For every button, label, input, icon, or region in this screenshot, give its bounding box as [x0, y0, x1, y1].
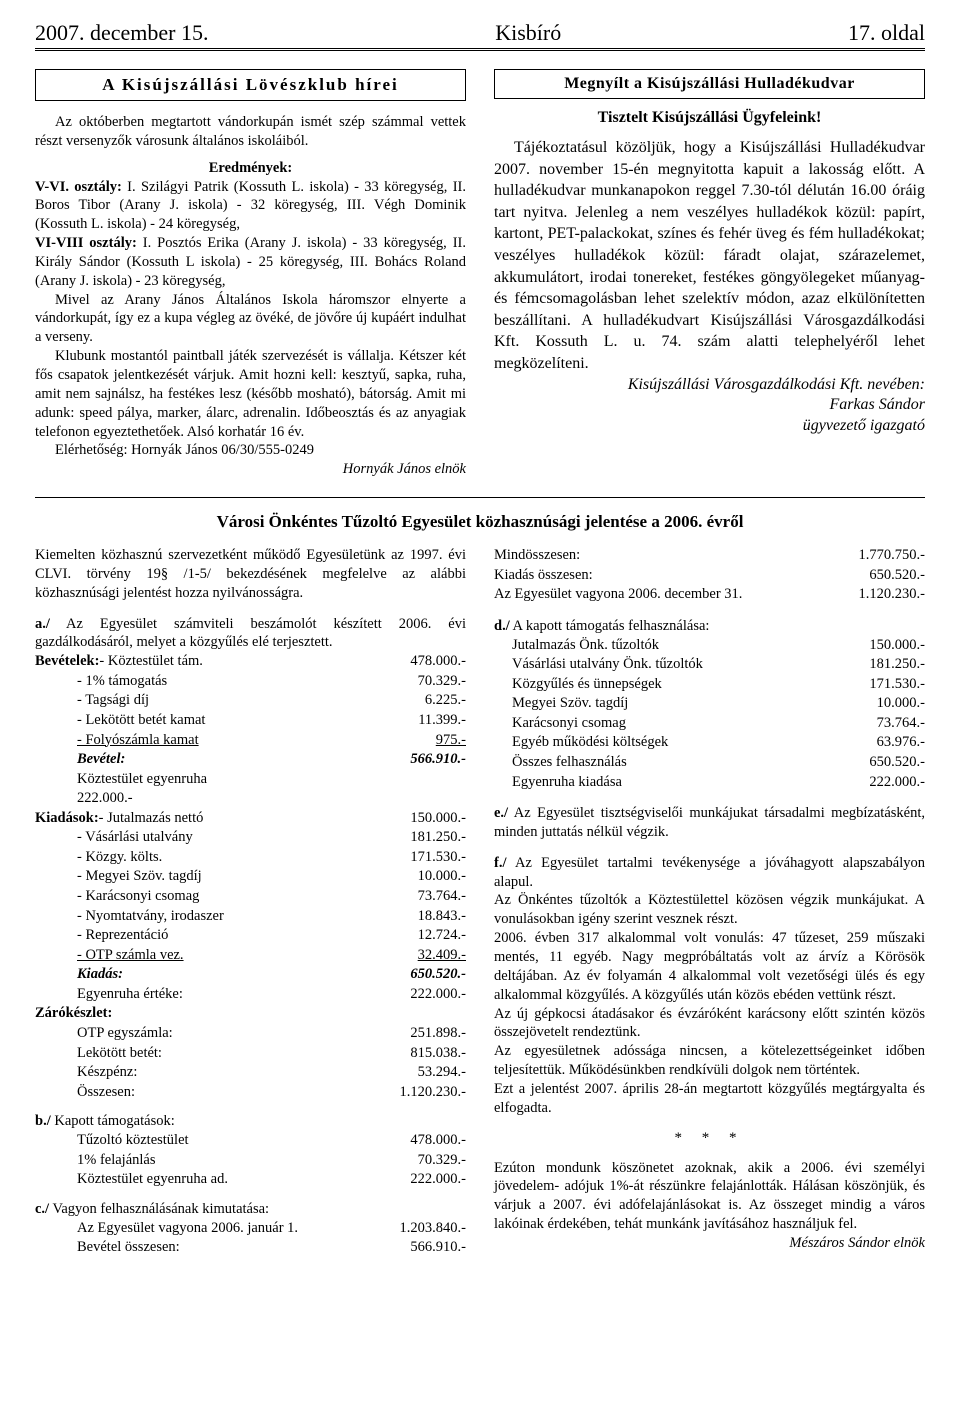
bottom-right-col: Mindösszesen:1.770.750.- Kiadás összesen… — [494, 546, 925, 1258]
bev-row-2: - Tagsági díj6.225.- — [77, 691, 466, 711]
page-header: 2007. december 15. Kisbíró 17. oldal — [35, 20, 925, 49]
br-sig: Mészáros Sándor elnök — [494, 1234, 925, 1253]
bl-c-head: c./ Vagyon felhasználásának kimutatása: — [35, 1200, 466, 1219]
d-0: Jutalmazás Önk. tűzoltók150.000.- — [512, 636, 925, 656]
tl-sig: Hornyák János elnök — [35, 460, 466, 479]
firefighter-title: Városi Önkéntes Tűzoltó Egyesület közhas… — [35, 512, 925, 532]
kiad-row-1: - Vásárlási utalvány181.250.- — [77, 828, 466, 848]
stars-divider: * * * — [494, 1130, 925, 1147]
br-f3: 2006. évben 317 alkalommal volt vonulás:… — [494, 929, 925, 1004]
d-6: Összes felhasználás650.520.- — [512, 753, 925, 773]
waste-yard-sub: Tisztelt Kisújszállási Ügyfeleink! — [494, 109, 925, 127]
page: 2007. december 15. Kisbíró 17. oldal A K… — [0, 0, 960, 1288]
br-f6: Ezt a jelentést 2007. április 28-án megt… — [494, 1080, 925, 1118]
zaro-3: Összesen:1.120.230.- — [77, 1083, 466, 1103]
zaro-h: Zárókészlet: — [35, 1004, 466, 1024]
b-2: Köztestület egyenruha ad.222.000.- — [77, 1170, 466, 1190]
d-4: Karácsonyi csomag73.764.- — [512, 714, 925, 734]
kiad-row-0: Kiadások:- Jutalmazás nettó- Jutalmazás … — [35, 809, 466, 829]
kiad-row-6: - Reprezentáció12.724.- — [77, 926, 466, 946]
tl-p2: V-VI. osztály: V-VI. osztály: I. Szilágy… — [35, 178, 466, 235]
top-left-col: A Kisújszállási Lövészklub hírei Az októ… — [35, 69, 466, 479]
waste-yard-body: Tájékoztatásul közöljük, hogy a Kisújszá… — [494, 137, 925, 375]
c-1: Bevétel összesen:566.910.- — [77, 1238, 466, 1258]
top-1: Kiadás összesen:650.520.- — [494, 566, 925, 586]
br-f1: f./ Az Egyesület tartalmi tevékenysége a… — [494, 854, 925, 892]
kiad-total: Kiadás:650.520.- — [77, 965, 466, 985]
tr-sig3: ügyvezető igazgató — [494, 416, 925, 437]
br-f2: Az Önkéntes tűzoltók a Köztestülettel kö… — [494, 891, 925, 929]
bottom-columns: Kiemelten közhasznú szervezetként működő… — [35, 546, 925, 1258]
shooting-club-title: A Kisújszállási Lövészklub hírei — [35, 69, 466, 101]
br-g: Ezúton mondunk köszönetet azoknak, akik … — [494, 1159, 925, 1234]
top-0: Mindösszesen:1.770.750.- — [494, 546, 925, 566]
d-3: Megyei Szöv. tagdíj10.000.- — [512, 694, 925, 714]
waste-yard-title: Megnyílt a Kisújszállási Hulladékudvar — [494, 69, 925, 99]
egyen1v: 222.000.- — [77, 789, 466, 809]
bev-row-4: - Folyószámla kamat975.- — [77, 731, 466, 751]
mid-divider — [35, 497, 925, 498]
d-1: Vásárlási utalvány Önk. tűzoltók181.250.… — [512, 655, 925, 675]
tr-sig2: Farkas Sándor — [494, 395, 925, 416]
b-1: 1% felajánlás70.329.- — [77, 1151, 466, 1171]
bl-b-head: b./ Kapott támogatások: — [35, 1112, 466, 1131]
br-f5: Az egyesületnek adóssága nincsen, a köte… — [494, 1042, 925, 1080]
header-page: 17. oldal — [848, 20, 925, 46]
tl-p3: VI-VIII osztály: I. Posztós Erika (Arany… — [35, 234, 466, 291]
tr-sig1: Kisújszállási Városgazdálkodási Kft. nev… — [494, 375, 925, 396]
bev-row-3: - Lekötött betét kamat11.399.- — [77, 711, 466, 731]
c-0: Az Egyesület vagyona 2006. január 1.1.20… — [77, 1219, 466, 1239]
results-heading: Eredmények: — [35, 159, 466, 178]
d-5: Egyéb működési költségek63.976.- — [512, 733, 925, 753]
bev-row-1: - 1% támogatás70.329.- — [77, 672, 466, 692]
egyen1: Köztestület egyenruha — [77, 770, 466, 790]
bl-a-head: a./ Az Egyesület számviteli beszámolót k… — [35, 615, 466, 653]
bl-p1: Kiemelten közhasznú szervezetként működő… — [35, 546, 466, 603]
bottom-left-col: Kiemelten közhasznú szervezetként működő… — [35, 546, 466, 1258]
zaro-0: OTP egyszámla:251.898.- — [77, 1024, 466, 1044]
tl-p4: Mivel az Arany János Általános Iskola há… — [35, 291, 466, 348]
zaro-1: Lekötött betét:815.038.- — [77, 1044, 466, 1064]
b-0: Tűzoltó köztestület478.000.- — [77, 1131, 466, 1151]
kiad-row-3: - Megyei Szöv. tagdíj10.000.- — [77, 867, 466, 887]
top-2: Az Egyesület vagyona 2006. december 31.1… — [494, 585, 925, 605]
top-columns: A Kisújszállási Lövészklub hírei Az októ… — [35, 69, 925, 479]
d-7: Egyenruha kiadása222.000.- — [512, 773, 925, 793]
br-e: e./ Az Egyesület tisztségviselői munkáju… — [494, 804, 925, 842]
header-date: 2007. december 15. — [35, 20, 209, 46]
kiad-row-4: - Karácsonyi csomag73.764.- — [77, 887, 466, 907]
bev-total: Bevétel:566.910.- — [77, 750, 466, 770]
zaro-2: Készpénz:53.294.- — [77, 1063, 466, 1083]
kiad-row-5: - Nyomtatvány, irodaszer18.843.- — [77, 907, 466, 927]
kiad-row-7: - OTP számla vez.32.409.- — [77, 946, 466, 966]
header-rule — [35, 50, 925, 51]
br-d-head: d./ A kapott támogatás felhasználása: — [494, 617, 925, 636]
tl-p5: Klubunk mostantól paintball játék szerve… — [35, 347, 466, 441]
tl-p1: Az októberben megtartott vándorkupán ism… — [35, 113, 466, 151]
egyen2: Egyenruha értéke:222.000.- — [77, 985, 466, 1005]
top-right-col: Megnyílt a Kisújszállási Hulladékudvar T… — [494, 69, 925, 479]
kiad-row-2: - Közgy. költs.171.530.- — [77, 848, 466, 868]
d-2: Közgyűlés és ünnepségek171.530.- — [512, 675, 925, 695]
header-title: Kisbíró — [495, 20, 561, 46]
br-f4: Az új gépkocsi átadásakor és évzáróként … — [494, 1005, 925, 1043]
tl-p6: Elérhetőség: Hornyák János 06/30/555-024… — [35, 441, 466, 460]
bev-row-0: Bevételek:- Köztestület tám.- Köztestüle… — [35, 652, 466, 672]
